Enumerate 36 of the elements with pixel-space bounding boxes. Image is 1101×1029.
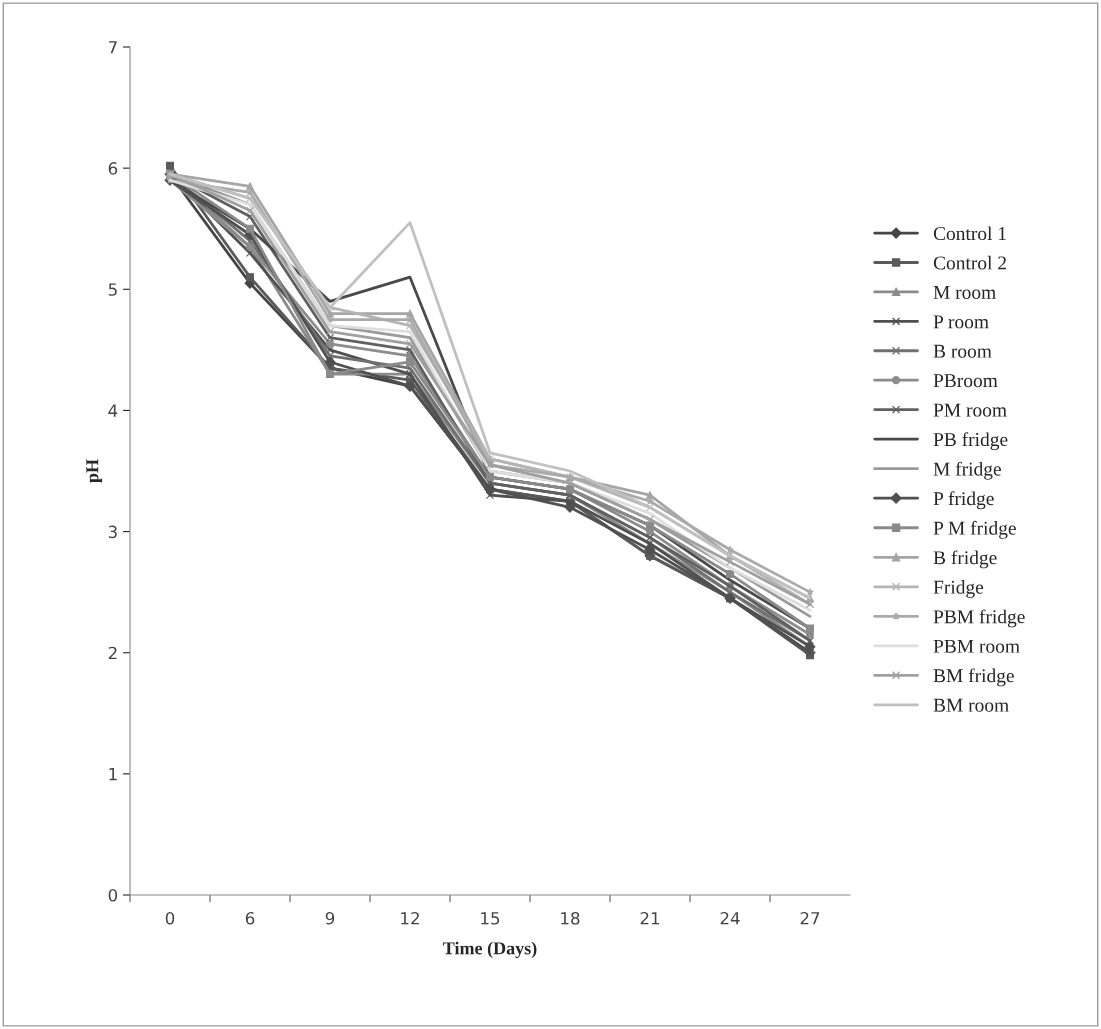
legend-label: P room [933,315,989,329]
legend-label: P M fridge [933,520,1016,539]
x-axis-title: Time (Days) [443,941,537,959]
legend-label: Control 2 [933,255,1006,270]
legend-label: PBroom [933,374,998,388]
legend-label: P fridge [933,491,994,510]
x-tick-label: 24 [720,911,740,925]
x-tick-label: 6 [245,911,255,925]
y-tick-label: 5 [108,283,117,296]
legend-label: BM room [933,698,1009,712]
x-tick-label: 9 [325,911,335,925]
legend-label: Fridge [933,580,984,598]
x-tick-label: 12 [401,911,419,925]
legend-label: PBM fridge [933,609,1025,628]
legend-label: PBM room [933,639,1020,653]
y-tick-label: 3 [108,525,117,539]
y-tick-label: 1 [109,768,117,781]
y-tick-label: 2 [108,646,117,660]
x-tick-label: 15 [481,912,500,925]
legend-label: B room [933,344,992,358]
x-tick-label: 18 [561,911,580,925]
x-tick-label: 0 [165,911,175,925]
x-tick-label: 27 [800,911,820,925]
legend-label: Control 1 [933,226,1006,241]
legend-label: PB fridge [933,432,1008,451]
y-tick-label: 4 [108,404,118,417]
y-tick-label: 0 [108,888,118,902]
legend-label: PM room [933,403,1007,417]
y-axis-title: pH [86,459,103,483]
legend-label: BM fridge [933,668,1014,687]
legend-label: B fridge [933,550,997,569]
legend-label: M room [933,285,996,299]
legend-label: M fridge [933,461,1001,480]
y-tick-label: 7 [108,41,117,54]
y-tick-label: 6 [108,162,118,175]
x-tick-label: 21 [640,911,660,925]
